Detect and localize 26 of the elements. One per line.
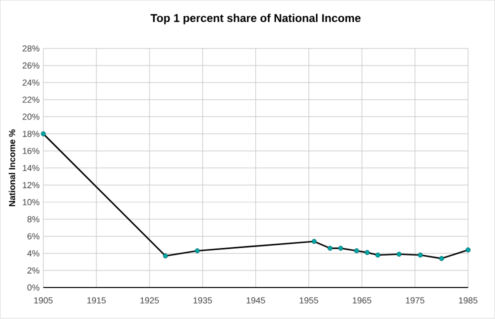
y-tick-label: 22%: [22, 96, 40, 103]
y-tick-label: 18%: [22, 130, 40, 138]
y-tick-label: 0%: [27, 284, 40, 291]
y-tick-label: 8%: [27, 216, 40, 223]
y-tick-label: 2%: [28, 268, 40, 274]
x-tick-label: 1915: [87, 298, 106, 304]
x-tick-label: 1965: [352, 298, 372, 304]
y-tick-label: 20%: [22, 114, 40, 120]
y-tick-label: 12%: [22, 182, 40, 188]
x-tick-label: 1925: [140, 298, 159, 304]
x-tick-label: 1935: [194, 298, 212, 304]
y-axis-title: National Income %: [8, 130, 16, 206]
y-tick-label: 26%: [22, 62, 40, 69]
chart-title: Top 1 percent share of National Income: [150, 14, 361, 25]
x-tick-label: 1985: [459, 298, 478, 304]
x-tick-label: 1945: [246, 298, 266, 304]
y-tick-label: 6%: [28, 233, 40, 240]
y-tick-label: 4%: [27, 250, 40, 257]
y-tick-label: 10%: [22, 199, 40, 206]
y-tick-label: 24%: [22, 80, 40, 86]
x-tick-label: 1975: [406, 298, 424, 304]
x-tick-label: 1955: [300, 298, 318, 304]
y-tick-label: 16%: [22, 148, 40, 154]
y-tick-label: 14%: [22, 165, 40, 172]
x-tick-label: 1905: [34, 298, 53, 304]
y-tick-label: 28%: [22, 46, 40, 52]
